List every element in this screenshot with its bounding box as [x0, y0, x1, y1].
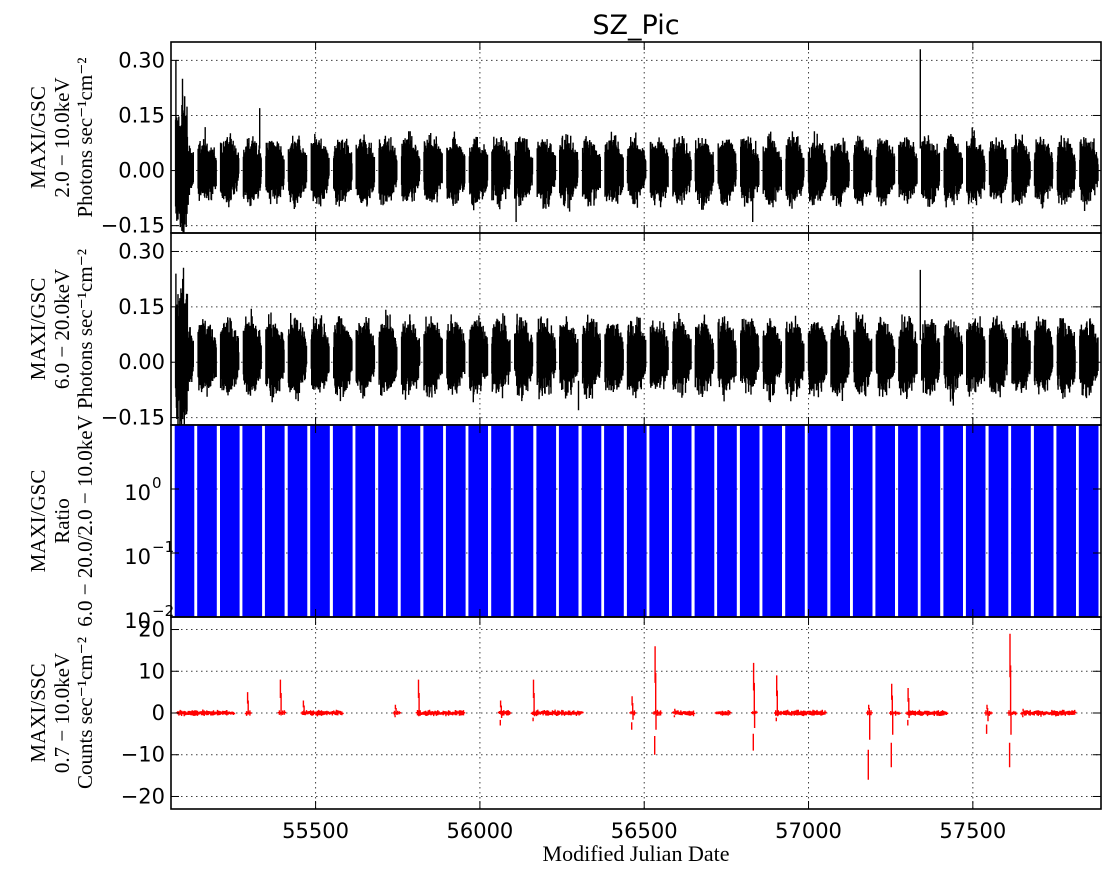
y-tick-exponent: −1	[152, 538, 174, 556]
y-tick-label: 0.30	[118, 48, 165, 72]
y-axis-label-line: 2.0 − 10.0keV	[50, 77, 74, 197]
y-tick-label: 10	[124, 481, 151, 505]
x-tick-label: 55500	[282, 819, 349, 843]
series-ssc	[175, 633, 1077, 780]
y-axis-label-line: MAXI/GSC	[26, 86, 50, 189]
series-gsc_high	[174, 267, 1099, 425]
y-tick-label: −0.15	[101, 214, 165, 238]
x-tick-label: 57000	[775, 819, 842, 843]
panel-gsc_high: −0.15 0.00 0.15 0.30 MAXI/GSC 6.0 − 20.0keV Ph…	[26, 232, 1102, 430]
x-tick-label: 56000	[446, 819, 513, 843]
y-axis-label-line: Photons sec⁻¹cm⁻²	[73, 57, 97, 217]
x-tick-label: 56500	[611, 819, 678, 843]
chart-title: SZ_Pic	[592, 10, 679, 41]
y-tick-label: 10	[124, 545, 151, 569]
x-tick-label: 57500	[939, 819, 1006, 843]
error-bars-gsc_low	[174, 49, 1099, 233]
y-tick-label: −10	[121, 743, 165, 767]
y-tick-label: 20	[138, 618, 165, 642]
y-tick-label: 0.00	[118, 350, 165, 374]
y-tick-base: 10	[124, 481, 151, 505]
y-axis-label-line: 0.7 − 10.0keV	[50, 653, 74, 773]
error-bars-gsc_high	[174, 267, 1099, 425]
error-bars-ssc	[175, 633, 1077, 780]
y-tick-label: 10	[124, 609, 151, 633]
y-tick-label: −20	[121, 784, 165, 808]
y-tick-label: 10	[138, 659, 165, 683]
panel-ssc: −20 −10 0 10 20 MAXI/SSC 0.7 − 10.0keV Counts s…	[26, 616, 1102, 810]
y-axis-label-line: MAXI/GSC	[26, 470, 50, 573]
y-axis-label-line: 6.0 − 20.0keV	[50, 269, 74, 389]
y-tick-exponent: −2	[152, 602, 174, 620]
y-tick-exponent: 0	[152, 474, 162, 492]
y-axis-label-line: MAXI/GSC	[26, 278, 50, 381]
y-axis-label-line: MAXI/SSC	[26, 663, 50, 762]
y-tick-label: −0.15	[101, 406, 165, 430]
y-tick-base: 10	[124, 609, 151, 633]
panel-gsc_low: −0.15 0.00 0.15 0.30 MAXI/GSC 2.0 − 10.0keV Ph…	[26, 41, 1102, 238]
y-tick-label: 0.30	[118, 239, 165, 263]
y-tick-label: 0.15	[118, 295, 165, 319]
series-hardness_ratio	[174, 425, 1099, 617]
error-bars-hardness_ratio	[174, 425, 1099, 617]
y-axis-label-line: Photons sec⁻¹cm⁻²	[73, 249, 97, 409]
y-tick-base: 10	[124, 545, 151, 569]
y-tick-label: 0.15	[118, 103, 165, 127]
series-gsc_low	[174, 49, 1099, 233]
y-axis-label-line: Ratio	[50, 498, 74, 544]
y-tick-label: 0.00	[118, 159, 165, 183]
y-axis-label-line: Counts sec⁻¹cm⁻²	[73, 637, 97, 789]
y-tick-label: 0	[152, 701, 165, 725]
x-axis-label: Modified Julian Date	[543, 841, 730, 866]
y-axis-label-line: 6.0 − 20.0/2.0 − 10.0keV	[73, 415, 97, 627]
